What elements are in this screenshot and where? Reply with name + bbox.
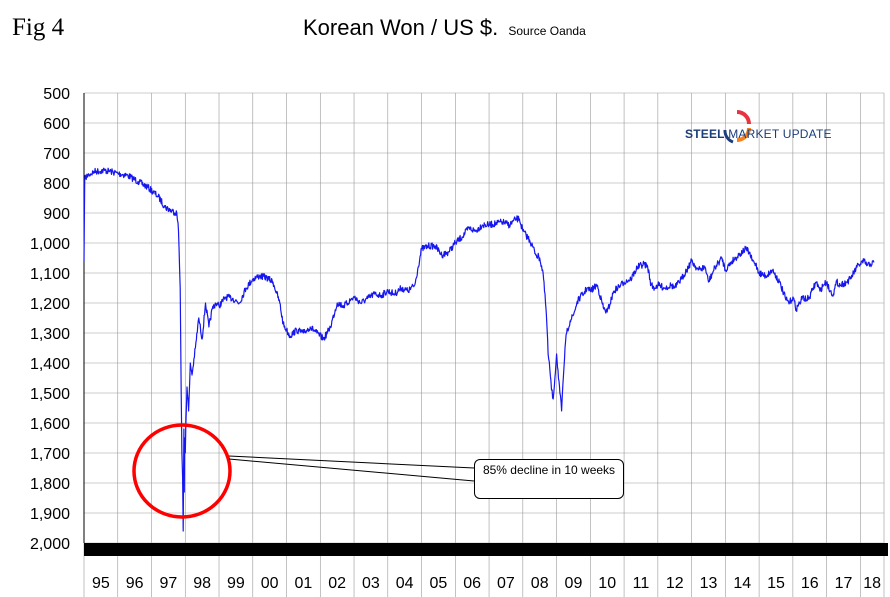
- x-tick-label: 98: [193, 575, 211, 592]
- y-tick-label: 600: [43, 116, 70, 133]
- y-tick-label: 1,200: [30, 296, 70, 313]
- x-tick-label: 12: [666, 575, 684, 592]
- x-tick-label: 14: [733, 575, 751, 592]
- y-tick-label: 2,000: [30, 536, 70, 553]
- y-tick-label: 900: [43, 206, 70, 223]
- y-tick-label: 1,000: [30, 236, 70, 253]
- y-tick-label: 1,400: [30, 356, 70, 373]
- annotation-leader-line-top: [228, 455, 475, 469]
- x-tick-label: 09: [565, 575, 583, 592]
- x-tick-label: 08: [531, 575, 549, 592]
- y-tick-label: 700: [43, 146, 70, 163]
- y-tick-label: 1,700: [30, 446, 70, 463]
- chart-axes: 500 600 700 800 900 1,000 1,100 1,200 1,300 1,400…: [30, 86, 888, 592]
- x-tick-label: 03: [362, 575, 380, 592]
- annotation-callout: 85% decline in 10 weeks: [474, 459, 624, 499]
- y-tick-label: 1,300: [30, 326, 70, 343]
- figure-label: Fig 4: [12, 14, 65, 41]
- chart-title: Korean Won / US $. Source Oanda: [303, 15, 586, 41]
- x-tick-label: 05: [430, 575, 448, 592]
- x-tick-label: 97: [159, 575, 177, 592]
- y-tick-label: 1,500: [30, 386, 70, 403]
- logo-word-steel: STEEL: [685, 127, 725, 141]
- chart-title-text: Korean Won / US $.: [303, 15, 499, 40]
- x-tick-label: 16: [801, 575, 819, 592]
- y-tick-label: 500: [43, 86, 70, 103]
- logo-text: STEEL MARKET UPDATE: [685, 127, 832, 141]
- y-tick-label: 1,600: [30, 416, 70, 433]
- x-tick-label: 13: [700, 575, 718, 592]
- y-tick-label: 1,800: [30, 476, 70, 493]
- chart-annotations: [132, 423, 475, 519]
- krw-usd-series-line: [83, 167, 875, 532]
- y-tick-label: 1,100: [30, 266, 70, 283]
- x-tick-label: 18: [863, 575, 881, 592]
- x-tick-label: 11: [633, 575, 650, 592]
- chart-series: [83, 167, 875, 532]
- annotation-leader-line-bottom: [228, 458, 475, 482]
- x-tick-label: 01: [295, 575, 313, 592]
- chart-grid: [83, 92, 885, 597]
- x-tick-label: 99: [227, 575, 245, 592]
- steel-market-update-logo: STEEL MARKET UPDATE: [685, 110, 850, 160]
- x-axis-bar: [84, 543, 888, 556]
- logo-swoosh-icon: [723, 110, 751, 144]
- x-tick-label: 02: [328, 575, 346, 592]
- x-tick-label: 96: [126, 575, 144, 592]
- chart-source: Source Oanda: [508, 24, 586, 38]
- highlight-circle: [132, 423, 232, 519]
- x-tick-label: 07: [497, 575, 515, 592]
- x-tick-label: 06: [463, 575, 481, 592]
- y-tick-label: 1,900: [30, 506, 70, 523]
- x-tick-label: 15: [767, 575, 785, 592]
- x-tick-label: 10: [598, 575, 616, 592]
- x-tick-label: 95: [92, 575, 110, 592]
- x-tick-label: 00: [261, 575, 279, 592]
- x-tick-label: 04: [396, 575, 414, 592]
- y-tick-label: 800: [43, 176, 70, 193]
- logo-word-market-update: MARKET UPDATE: [724, 127, 832, 141]
- x-tick-label: 17: [835, 575, 853, 592]
